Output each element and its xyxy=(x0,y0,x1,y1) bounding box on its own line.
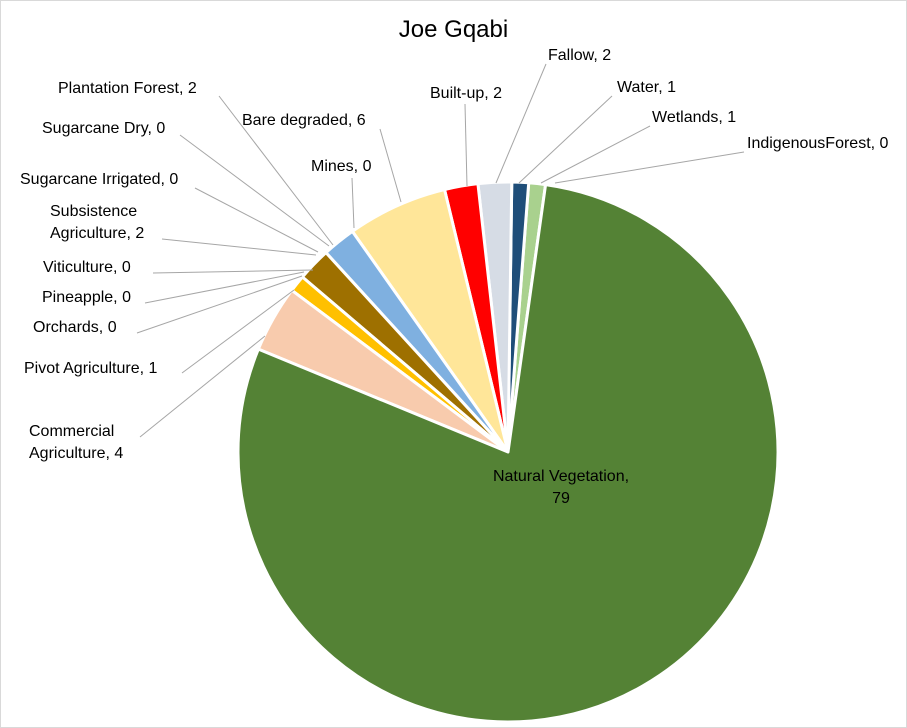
leader-line xyxy=(152,269,314,274)
leader-line xyxy=(464,103,468,187)
data-label: Built-up, 2 xyxy=(430,85,502,102)
leader-line xyxy=(161,238,317,256)
chart-title: Joe Gqabi xyxy=(398,16,509,43)
leader-line xyxy=(181,289,295,374)
leader-line xyxy=(179,134,330,247)
leader-line xyxy=(351,177,355,229)
data-label: IndigenousForest, 0 xyxy=(747,135,889,152)
data-label: Pineapple, 0 xyxy=(42,289,131,306)
data-label: Fallow, 2 xyxy=(548,47,611,64)
leader-line xyxy=(194,187,319,253)
data-label: Mines, 0 xyxy=(311,158,372,175)
data-label: Natural Vegetation, 79 xyxy=(493,468,629,507)
leader-line xyxy=(495,63,547,184)
leader-line xyxy=(218,95,334,246)
leader-line xyxy=(540,125,651,184)
data-label: Sugarcane Dry, 0 xyxy=(42,120,165,137)
data-label: Commercial Agriculture, 4 xyxy=(29,423,123,462)
data-label: Plantation Forest, 2 xyxy=(58,80,197,97)
leader-line xyxy=(518,95,613,184)
leader-line xyxy=(144,271,305,304)
data-label: Subsistence Agriculture, 2 xyxy=(50,203,144,242)
leader-line xyxy=(554,151,745,184)
data-label: Bare degraded, 6 xyxy=(242,112,366,129)
data-label: Orchards, 0 xyxy=(33,319,117,336)
leader-line xyxy=(139,335,266,438)
leader-line xyxy=(379,128,402,203)
data-label: Wetlands, 1 xyxy=(652,109,736,126)
leader-line xyxy=(136,275,303,334)
data-label: Sugarcane Irrigated, 0 xyxy=(20,171,178,188)
data-label: Viticulture, 0 xyxy=(43,259,131,276)
data-label: Water, 1 xyxy=(617,79,676,96)
pie-slice-natural-vegetation xyxy=(236,183,780,724)
data-label: Pivot Agriculture, 1 xyxy=(24,360,158,377)
